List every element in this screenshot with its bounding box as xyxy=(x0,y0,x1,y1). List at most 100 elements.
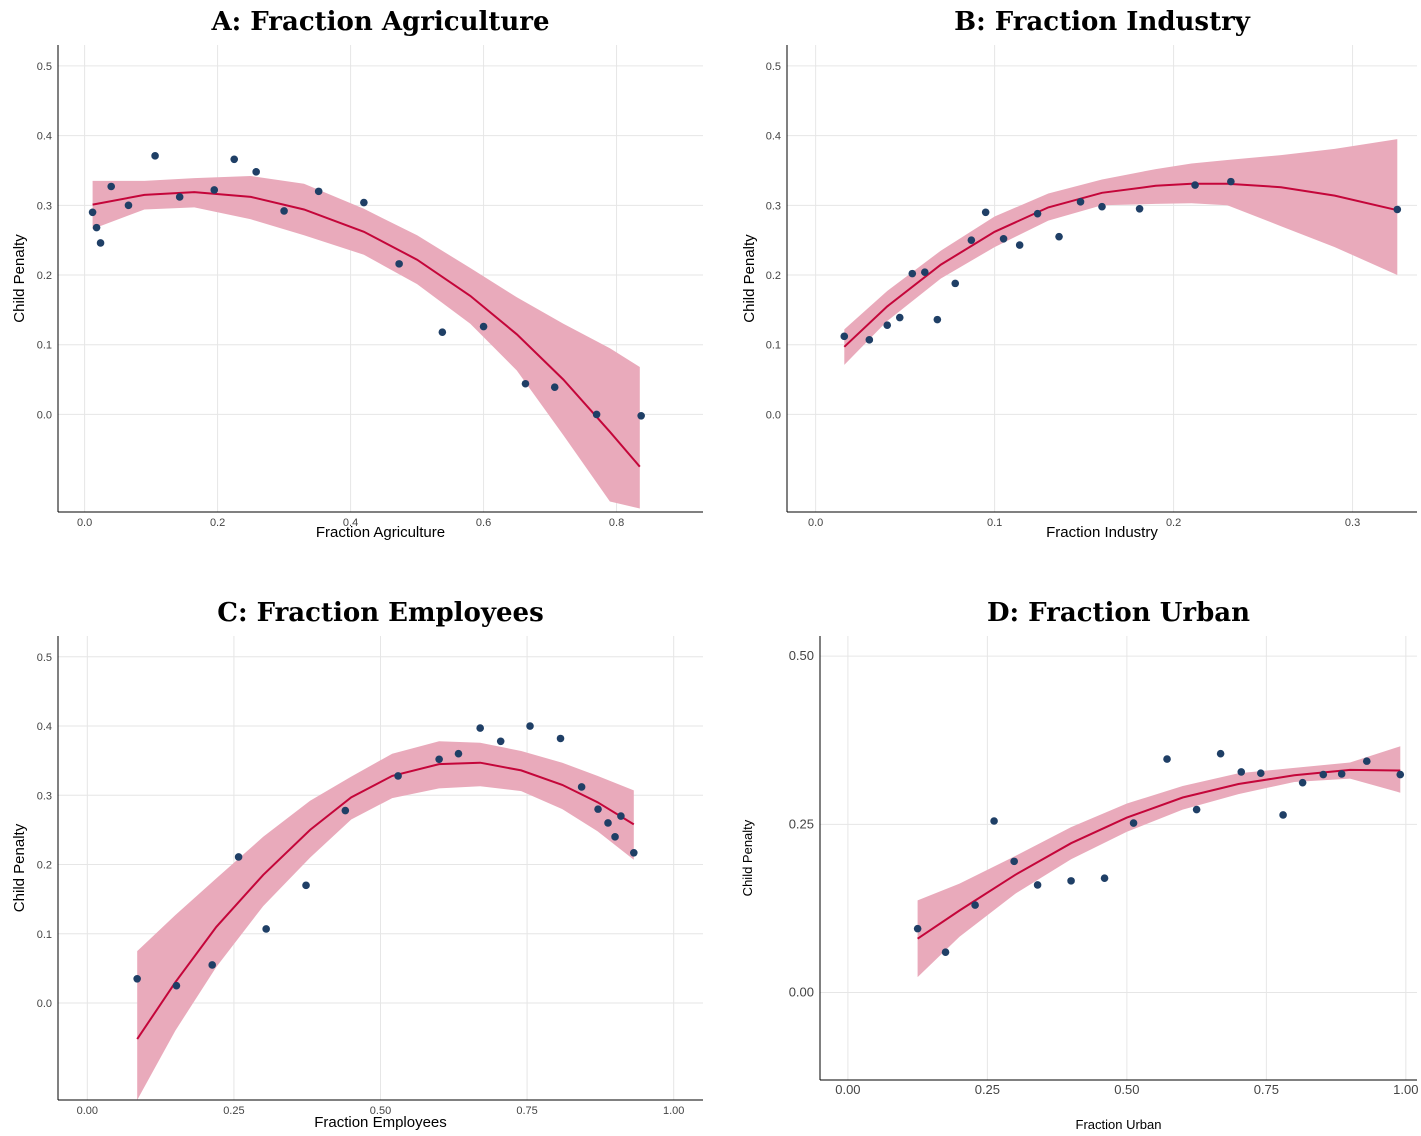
y-tick-label: 0.5 xyxy=(37,61,52,73)
data-point xyxy=(235,853,243,861)
data-point xyxy=(1077,198,1085,206)
data-point xyxy=(302,882,310,890)
panel-title: B: Fraction Industry xyxy=(954,7,1251,37)
data-point xyxy=(637,412,645,420)
x-axis-title: Fraction Urban xyxy=(1076,1117,1162,1132)
data-point xyxy=(982,208,990,216)
y-tick-label: 0.00 xyxy=(789,985,814,1000)
x-tick-label: 0.00 xyxy=(835,1082,860,1097)
y-tick-label: 0.3 xyxy=(37,790,52,802)
data-point xyxy=(617,812,625,820)
data-point xyxy=(526,722,534,730)
data-point xyxy=(476,724,484,732)
x-tick-label: 1.00 xyxy=(663,1105,684,1117)
panel-d: 0.00 0.25 0.50 0.75 1.00 0.00 0.25 0.50 D: Fract… xyxy=(740,598,1418,1132)
panel-c: 0.00 0.25 0.50 0.75 1.00 0.0 0.1 0.2 0.3 0.4 0.5 C:… xyxy=(11,598,703,1131)
x-tick-label: 0.6 xyxy=(476,517,491,529)
data-point xyxy=(934,316,942,324)
data-point xyxy=(951,280,959,288)
data-point xyxy=(522,380,530,388)
data-point xyxy=(1338,770,1346,778)
x-tick-label: 0.25 xyxy=(223,1105,244,1117)
y-axis-title: Child Penalty xyxy=(741,234,758,323)
y-tick-label: 0.4 xyxy=(766,131,781,143)
x-tick-label: 0.50 xyxy=(1114,1082,1139,1097)
data-point xyxy=(1363,757,1371,765)
x-tick-label: 0.2 xyxy=(210,517,225,529)
x-tick-label: 0.25 xyxy=(975,1082,1000,1097)
data-point xyxy=(914,925,922,933)
y-tick-label: 0.5 xyxy=(37,652,52,664)
data-point xyxy=(439,328,447,336)
data-point xyxy=(1279,811,1287,819)
data-point xyxy=(1010,858,1018,866)
y-tick-label: 0.3 xyxy=(37,200,52,212)
y-tick-label: 0.50 xyxy=(789,648,814,663)
y-tick-label: 0.25 xyxy=(789,816,814,831)
data-point xyxy=(1299,779,1307,787)
x-axis-title: Fraction Industry xyxy=(1046,524,1158,541)
data-point xyxy=(1394,206,1402,214)
y-tick-label: 0.5 xyxy=(766,61,781,73)
x-tick-label: 0.8 xyxy=(609,517,624,529)
data-point xyxy=(942,948,950,956)
data-point xyxy=(1237,768,1245,776)
panel-title: C: Fraction Employees xyxy=(217,598,543,628)
data-point xyxy=(1191,181,1199,189)
confidence-band xyxy=(844,139,1397,365)
x-tick-label: 0.0 xyxy=(808,517,823,529)
panel-b: 0.0 0.1 0.2 0.30.00.10.20.30.40.5B: Fractio… xyxy=(741,7,1417,541)
y-axis-title: Child Penalty xyxy=(11,823,28,912)
data-point xyxy=(1000,235,1008,243)
data-point xyxy=(93,224,101,232)
data-point xyxy=(1319,771,1327,779)
data-point xyxy=(342,807,350,815)
y-tick-label: 0.2 xyxy=(37,270,52,282)
y-tick-label: 0.1 xyxy=(37,929,52,941)
panel-title: A: Fraction Agriculture xyxy=(210,7,549,37)
data-point xyxy=(151,152,159,160)
data-point xyxy=(435,755,443,763)
data-point xyxy=(1163,755,1171,763)
x-axis-title: Fraction Agriculture xyxy=(316,524,445,541)
data-point xyxy=(557,735,565,743)
y-tick-label: 0.4 xyxy=(37,131,52,143)
y-tick-label: 0.2 xyxy=(37,860,52,872)
x-tick-label: 0.1 xyxy=(987,517,1002,529)
data-point xyxy=(395,260,403,268)
data-point xyxy=(208,961,216,969)
y-axis-title: Child Penalty xyxy=(11,234,28,323)
data-point xyxy=(1034,881,1042,889)
panel-a: 0.0 0.2 0.4 0.6 0.8 0.0 0.1 0.2 0.3 0.4 0.5 A: Frac… xyxy=(11,7,703,541)
data-point xyxy=(1034,210,1042,218)
data-point xyxy=(176,193,184,201)
data-point xyxy=(210,186,218,194)
y-axis-title: Child Penalty xyxy=(740,819,755,896)
data-point xyxy=(1227,178,1235,186)
data-point xyxy=(455,750,463,758)
data-point xyxy=(551,383,559,391)
data-point xyxy=(125,202,133,210)
data-point xyxy=(394,772,402,780)
data-point xyxy=(604,819,612,827)
y-tick-label: 0.0 xyxy=(766,409,781,421)
data-point xyxy=(280,207,288,215)
data-point xyxy=(133,975,141,983)
confidence-band xyxy=(93,176,640,509)
x-tick-label: 1.00 xyxy=(1393,1082,1418,1097)
x-axis-title: Fraction Employees xyxy=(314,1114,447,1131)
y-tick-label: 0.1 xyxy=(37,340,52,352)
data-point xyxy=(252,168,260,176)
data-point xyxy=(896,314,904,322)
data-point xyxy=(1130,819,1138,827)
y-tick-label: 0.4 xyxy=(37,721,52,733)
data-point xyxy=(990,817,998,825)
data-point xyxy=(230,156,238,164)
data-point xyxy=(578,783,586,791)
data-point xyxy=(594,805,602,813)
data-point xyxy=(921,268,929,276)
data-point xyxy=(883,321,891,329)
data-point xyxy=(480,323,488,331)
data-point xyxy=(1055,233,1063,241)
